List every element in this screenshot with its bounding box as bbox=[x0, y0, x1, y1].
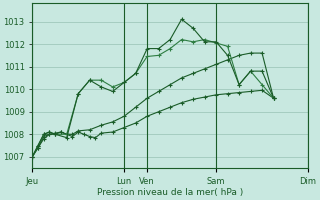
X-axis label: Pression niveau de la mer( hPa ): Pression niveau de la mer( hPa ) bbox=[97, 188, 243, 197]
